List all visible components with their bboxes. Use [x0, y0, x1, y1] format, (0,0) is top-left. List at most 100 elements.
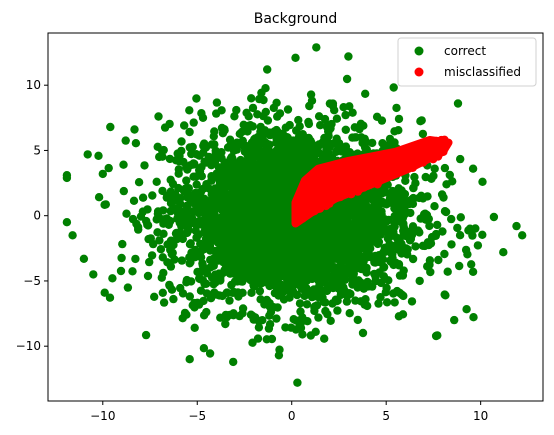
correct-point: [268, 160, 277, 170]
correct-point: [468, 231, 477, 240]
correct-point: [312, 142, 322, 151]
correct-point: [298, 330, 307, 339]
correct-point: [317, 262, 326, 271]
correct-point: [214, 269, 224, 278]
correct-point: [478, 230, 487, 239]
correct-point: [424, 214, 433, 224]
misclassified-point: [336, 180, 345, 190]
correct-point: [314, 313, 323, 322]
correct-point: [330, 106, 339, 115]
correct-point: [372, 112, 382, 122]
correct-point: [268, 207, 277, 216]
correct-point: [348, 108, 357, 117]
correct-point: [443, 267, 452, 276]
correct-point: [265, 320, 275, 329]
correct-point: [381, 288, 390, 297]
correct-point: [348, 235, 357, 244]
correct-point: [182, 310, 191, 319]
points-layer: [62, 43, 527, 387]
x-tick-label: 0: [288, 409, 296, 423]
correct-point: [312, 301, 322, 310]
correct-point: [321, 148, 331, 157]
correct-point: [211, 248, 221, 257]
correct-point: [147, 251, 157, 260]
correct-point: [233, 193, 243, 202]
x-tick-label: −5: [188, 409, 206, 423]
correct-point: [392, 233, 402, 243]
correct-point: [205, 349, 215, 358]
correct-point: [166, 175, 175, 184]
correct-point: [247, 94, 256, 103]
misclassified-point: [300, 207, 309, 217]
correct-point: [146, 234, 155, 243]
correct-point: [318, 287, 327, 296]
correct-point: [262, 187, 272, 196]
correct-point: [226, 205, 236, 215]
correct-point: [440, 249, 449, 259]
correct-point: [140, 161, 149, 170]
correct-point: [145, 257, 154, 267]
correct-point: [255, 286, 265, 296]
correct-point: [132, 219, 141, 228]
correct-point: [131, 254, 140, 264]
correct-point: [243, 250, 253, 260]
correct-point: [176, 233, 185, 242]
correct-point: [306, 90, 316, 99]
correct-point: [265, 130, 275, 140]
y-tick-label: −10: [16, 339, 41, 353]
correct-point: [324, 226, 333, 235]
misclassified-point: [354, 186, 363, 195]
correct-point: [324, 263, 333, 272]
correct-point: [231, 249, 240, 258]
correct-point: [171, 204, 180, 214]
correct-point: [195, 151, 204, 160]
misclassified-point: [336, 192, 345, 202]
correct-point: [289, 159, 298, 169]
misclassified-point: [370, 163, 379, 172]
correct-point: [159, 145, 168, 155]
correct-point: [158, 288, 167, 297]
correct-point: [285, 287, 295, 296]
correct-point: [89, 270, 98, 279]
correct-point: [331, 246, 340, 256]
correct-point: [439, 193, 448, 202]
correct-point: [394, 245, 403, 254]
correct-point: [254, 167, 263, 176]
correct-point: [312, 253, 321, 262]
correct-point: [374, 299, 383, 308]
correct-point: [190, 219, 200, 228]
correct-point: [305, 219, 314, 228]
correct-point: [445, 170, 454, 180]
misclassified-point: [330, 184, 339, 194]
correct-point: [405, 236, 415, 245]
correct-point: [356, 282, 365, 291]
correct-point: [448, 177, 457, 186]
correct-point: [467, 260, 476, 269]
misclassified-point: [384, 162, 393, 171]
correct-point: [386, 257, 396, 267]
correct-point: [415, 276, 424, 286]
correct-point: [362, 268, 371, 277]
correct-point: [253, 110, 262, 119]
correct-point: [238, 288, 247, 297]
correct-point: [190, 298, 199, 308]
correct-point: [361, 217, 370, 227]
correct-point: [213, 189, 222, 199]
correct-point: [207, 160, 216, 169]
correct-point: [104, 163, 113, 173]
correct-point: [261, 155, 270, 164]
correct-point: [218, 129, 228, 138]
correct-point: [425, 221, 434, 231]
correct-point: [376, 230, 385, 239]
correct-point: [469, 313, 478, 322]
correct-point: [217, 153, 226, 163]
y-tick-label: 5: [33, 143, 41, 157]
correct-point: [131, 139, 141, 148]
correct-point: [390, 298, 399, 307]
correct-point: [284, 223, 293, 232]
correct-point: [242, 193, 251, 203]
correct-point: [238, 304, 248, 313]
correct-point: [62, 173, 72, 183]
correct-point: [295, 299, 305, 308]
